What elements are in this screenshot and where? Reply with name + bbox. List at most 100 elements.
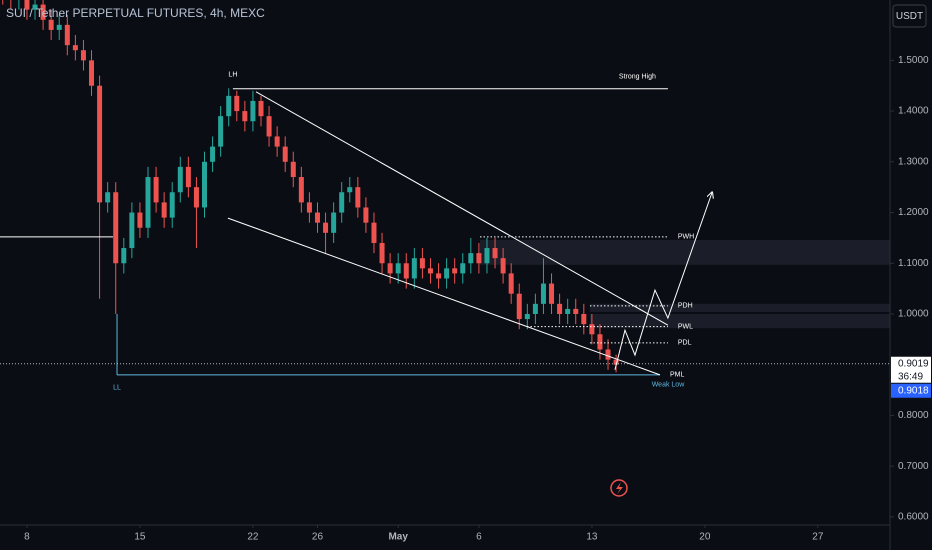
- candle-body: [210, 146, 216, 162]
- candle-body: [549, 283, 555, 304]
- candle-body: [193, 187, 199, 208]
- candle-body: [613, 359, 619, 365]
- candle-body: [40, 4, 46, 20]
- candle-body: [387, 263, 393, 274]
- candle-body: [234, 95, 240, 112]
- y-tick-label: 0.7000: [898, 461, 929, 472]
- y-tick-label: 1.4000: [898, 106, 929, 117]
- axes: 0.6000 0.7000 0.8000 1.0000 1.1000 1.2000 1.30…: [24, 55, 931, 543]
- x-tick-label: 6: [476, 532, 482, 543]
- candle-body: [339, 192, 345, 213]
- candle-body: [371, 222, 377, 243]
- candle-body: [597, 334, 603, 350]
- y-tick-label: 1.5000: [898, 55, 929, 66]
- candle-body: [379, 242, 385, 264]
- level-label: Strong High: [619, 74, 656, 81]
- candle-body: [161, 202, 167, 218]
- x-tick-label: 22: [247, 532, 259, 543]
- currency-button[interactable]: [892, 4, 927, 28]
- trendline: [227, 217, 661, 376]
- candle-body: [89, 60, 95, 86]
- candle-body: [557, 303, 563, 314]
- candle-body: [532, 303, 538, 314]
- candle-body: [436, 273, 442, 279]
- candle-body: [581, 313, 587, 325]
- zone: [589, 303, 890, 312]
- candle-body: [72, 45, 78, 51]
- candle-body: [80, 50, 86, 61]
- candle-body: [395, 263, 401, 274]
- candle-body: [48, 19, 54, 30]
- candle-body: [258, 100, 264, 117]
- candle-body: [347, 187, 353, 193]
- mark-price-label: 0.9018: [898, 385, 929, 396]
- candle-body: [314, 212, 320, 223]
- candle-body: [290, 161, 296, 178]
- candle-body: [363, 207, 369, 223]
- candle-body: [226, 95, 232, 117]
- currency[interactable]: USDT: [896, 11, 923, 22]
- level-label: LH: [228, 72, 237, 79]
- candle-body: [331, 212, 337, 233]
- candle-body: [105, 192, 111, 203]
- candle-body: [298, 177, 304, 203]
- level-label: Weak Low: [652, 382, 685, 389]
- candle-body: [419, 258, 425, 269]
- candle-body: [218, 116, 224, 147]
- x-tick-label: 15: [134, 532, 146, 543]
- candle-body: [476, 253, 482, 264]
- level-label: PWL: [678, 324, 693, 331]
- x-tick-label: 8: [24, 532, 30, 543]
- x-tick-label: 26: [312, 532, 324, 543]
- candle-body: [121, 248, 127, 264]
- zone: [480, 239, 890, 265]
- candle-body: [274, 136, 280, 147]
- candle-body: [113, 192, 119, 264]
- candle-body: [169, 192, 175, 218]
- level-label: PWH: [678, 234, 694, 241]
- candle-body: [355, 187, 361, 208]
- candle-body: [500, 258, 506, 274]
- candle-body: [202, 161, 208, 208]
- candle-body: [32, 4, 38, 10]
- candle-body: [492, 248, 498, 259]
- candle-body: [444, 268, 450, 279]
- candle-body: [129, 212, 135, 249]
- lightning-icon: [610, 479, 628, 497]
- y-tick-label: 1.1000: [898, 258, 929, 269]
- last-price-box: [891, 356, 931, 383]
- candle-body: [153, 177, 159, 203]
- candle-body: [589, 324, 595, 335]
- y-tick-label: 0.6000: [898, 512, 929, 523]
- candle-body: [565, 308, 571, 314]
- candle-body: [185, 166, 191, 188]
- plot-area: LH Strong High PWH PDH PWL PDL LL PML Weak Low: [0, 0, 890, 392]
- x-tick-label: 27: [812, 532, 824, 543]
- last-price-label: 0.9019: [898, 358, 929, 369]
- mark-price-box: [891, 383, 931, 398]
- candle-body: [306, 202, 312, 213]
- candle-body: [137, 212, 143, 228]
- candle-body: [460, 263, 466, 274]
- candle-body: [64, 24, 70, 46]
- candle-body: [484, 248, 490, 264]
- candle-body: [427, 268, 433, 274]
- x-tick-label: 13: [586, 532, 598, 543]
- candle-body: [282, 146, 288, 162]
- candle-body: [411, 258, 417, 279]
- countdown: 36:49: [898, 371, 923, 382]
- chart-title: SUI / Tether PERPETUAL FUTURES, 4h, MEXC: [6, 6, 265, 20]
- y-tick-label: 1.0000: [898, 309, 929, 320]
- y-tick-label: 1.3000: [898, 156, 929, 167]
- level-label: PML: [670, 372, 685, 379]
- candle-body: [97, 85, 103, 203]
- candle-body: [56, 24, 62, 30]
- y-tick-label: 1.2000: [898, 207, 929, 218]
- x-tick-label: 20: [699, 532, 711, 543]
- candle-body: [177, 166, 183, 193]
- candle-body: [524, 313, 530, 320]
- candle-body: [452, 268, 458, 274]
- candle-body: [24, 0, 30, 10]
